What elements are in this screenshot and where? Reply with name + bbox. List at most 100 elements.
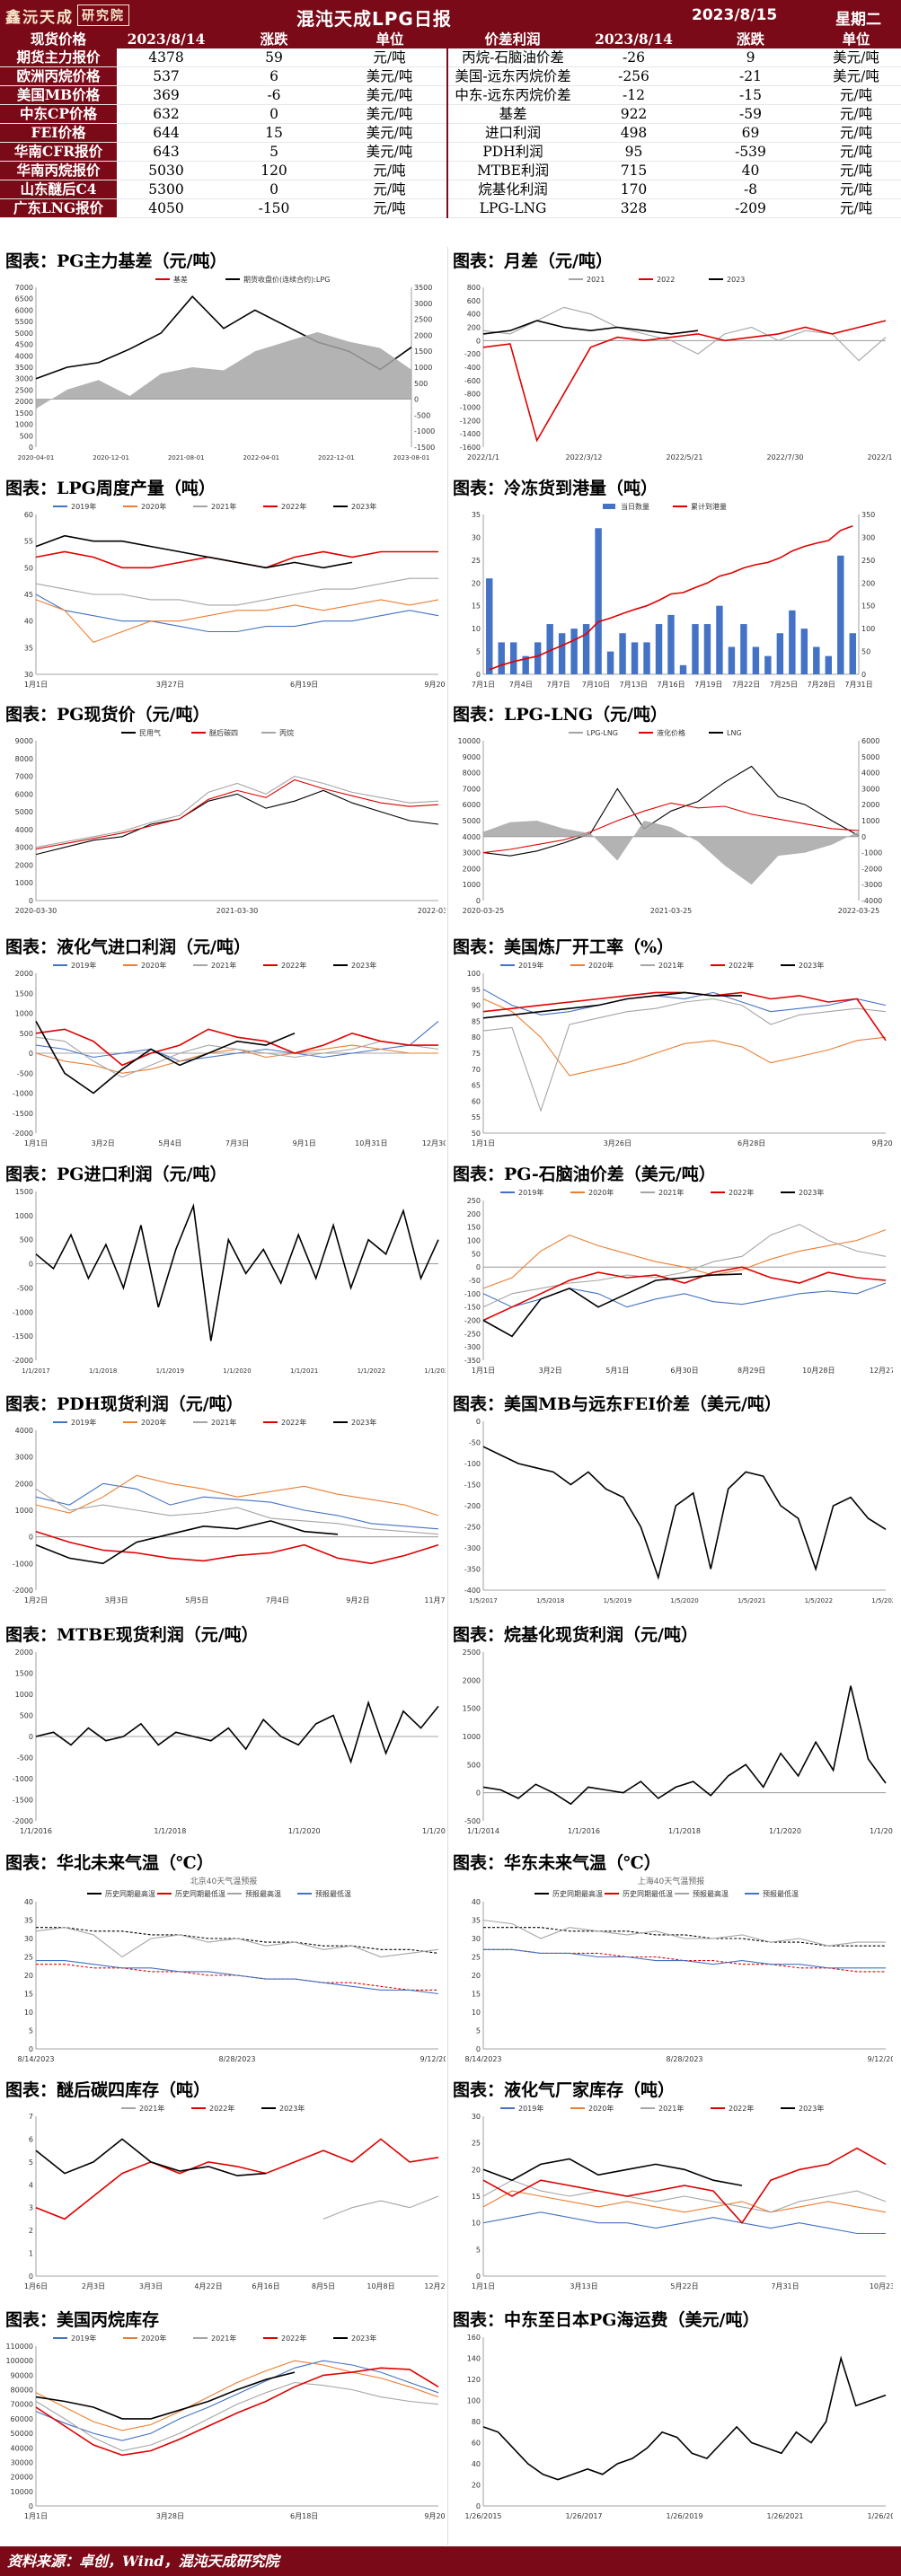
y2-tick-label: 3000	[861, 785, 879, 793]
legend-label: 预报最高温	[693, 1889, 729, 1898]
section-title: 图表：烷基化现货利润（元/吨）	[453, 1625, 698, 1645]
legend-label: 2019年	[71, 502, 96, 511]
line-series	[482, 2179, 887, 2213]
y-tick-label: -250	[464, 1330, 481, 1338]
price-table-label: 丙烷-石脑油价差	[446, 48, 578, 68]
price-table-cell: 元/吨	[332, 161, 447, 181]
y-tick-label: 6	[29, 2135, 33, 2143]
line-series	[482, 1282, 887, 1308]
y-tick-label: 200	[467, 324, 481, 332]
bar	[813, 646, 820, 674]
x-tick-label: 7月31日	[771, 2282, 799, 2290]
chart-svg: 2021 2022 2023 -1600 -1400 -1200 -1000 -800 -600…	[460, 276, 893, 462]
chart-us-refinery: 2019年 2020年 2021年 2022年 2023年 50 55 60 65 70 75 80 8…	[449, 959, 893, 1156]
y-tick-label: 40	[472, 2460, 481, 2468]
y-tick-label: 160	[467, 2334, 481, 2342]
y-tick-label: 5	[29, 2158, 33, 2167]
x-tick-label: 1月1日	[24, 681, 48, 689]
x-tick-label: 2022/1/1	[467, 453, 499, 462]
y-tick-label: 45	[24, 591, 33, 599]
chart-svg: 2019年 2020年 2021年 2022年 2023年 30 35 40 45 50 55 60 1…	[24, 502, 446, 689]
bar	[752, 646, 760, 674]
line-series	[35, 2360, 439, 2441]
chart-svg: -2000 -1500 -1000 -500 0 500 1000 1500 2000 1/1/2…	[13, 1648, 446, 1835]
price-table-cell: 4050	[117, 198, 216, 219]
x-tick-label: 1/5/2021	[738, 1597, 765, 1605]
y-tick-label: 0	[476, 897, 481, 905]
y-tick-label: 1500	[15, 989, 33, 998]
legend-label: 液化价格	[657, 728, 685, 737]
y-tick-label: 100	[467, 2397, 481, 2405]
chart-frozen-arrivals: 当日数量 累计到港量 0 5 10 15 20 25 30 35 0 50 100 150 200 250 30…	[449, 500, 893, 698]
x-tick-label: 6月19日	[290, 681, 318, 689]
bar	[849, 633, 856, 674]
legend-label: 2023年	[799, 961, 824, 970]
x-tick-label: 6月28日	[738, 1139, 765, 1147]
chart-svg: 2019年 2020年 2021年 2022年 2023年 0 5 10 15 20 25 30 1月1…	[472, 2104, 893, 2290]
price-table-cell: -150	[216, 198, 332, 219]
y-tick-label: 2000	[15, 1648, 33, 1657]
line-series	[36, 1964, 438, 1991]
line-series	[482, 1273, 743, 1338]
y-tick-label: 90	[472, 1002, 481, 1010]
price-table-cell: 美元/吨	[811, 66, 901, 87]
col-header: 涨跌	[690, 31, 811, 49]
legend-label: 2021年	[211, 1418, 236, 1427]
y2-tick-label: -1500	[414, 444, 435, 452]
bar	[522, 655, 529, 674]
y-tick-label: 20	[472, 1972, 481, 1980]
y-tick-label: -150	[464, 1481, 481, 1490]
y-tick-label: 250	[467, 1197, 481, 1205]
y-tick-label: 1000	[15, 1507, 33, 1515]
legend-label: LPG-LNG	[587, 729, 618, 737]
line-series	[35, 1020, 439, 1062]
section-title: 图表：冷冻货到港量（吨）	[453, 479, 658, 498]
x-tick-label: 2020-03-25	[463, 907, 505, 915]
line-series	[35, 1530, 439, 1565]
y-tick-label: 70	[472, 1066, 481, 1074]
legend-label: 2021年	[139, 2104, 164, 2113]
y-tick-label: 2500	[463, 1648, 481, 1657]
x-tick-label: 12月27日	[870, 1367, 893, 1375]
y-tick-label: -100	[464, 1460, 481, 1468]
bar	[679, 664, 687, 674]
y-tick-label: 5000	[15, 330, 33, 338]
bar	[534, 642, 542, 674]
x-tick-label: 9月20日	[424, 2512, 446, 2520]
y-tick-label: 5000	[463, 817, 481, 825]
y-tick-label: 2000	[15, 1480, 33, 1488]
price-table-label: 广东LNG报价	[0, 198, 117, 219]
y-tick-label: 0	[476, 671, 481, 679]
chart-svg: 当日数量 累计到港量0510152025303505010015020025030…	[472, 502, 875, 689]
legend-label: 2019年	[71, 2334, 96, 2343]
y-tick-label: -150	[464, 1304, 481, 1312]
legend-label: 2022	[657, 276, 675, 284]
x-tick-label: 3月28日	[156, 2512, 184, 2520]
legend-label: 2022年	[209, 2104, 234, 2113]
price-table-row: 欧洲丙烷价格 537 6 美元/吨 美国-远东丙烷价差 -256 -21 美元/吨	[0, 66, 901, 87]
line-series	[482, 1919, 886, 1947]
price-table-cell: 95	[578, 142, 690, 163]
line-series	[482, 998, 887, 1112]
x-tick-label: 1/26/2017	[565, 2512, 602, 2520]
price-table-cell: -12	[578, 85, 690, 106]
legend-label: 2019年	[71, 1418, 96, 1427]
y2-tick-label: 0	[861, 833, 866, 841]
x-tick-label: 10月8日	[367, 2282, 394, 2290]
x-tick-label: 11月7日	[424, 1596, 446, 1605]
chart-svg: 2019年 2020年 2021年 2022年 2023年 -2000 -1000 0 1000…	[13, 1418, 446, 1605]
y-tick-label: 5	[476, 2246, 481, 2254]
x-tick-label: 2022/7/30	[766, 453, 803, 462]
bar	[546, 624, 553, 674]
x-tick-label: 3月2日	[539, 1367, 562, 1375]
price-table-cell: -6	[216, 85, 332, 106]
y-tick-label: 200	[467, 1210, 481, 1218]
y2-tick-label: 300	[861, 533, 875, 541]
y-tick-label: 7	[29, 2113, 33, 2121]
price-table-cell: 元/吨	[811, 123, 901, 144]
line-series	[35, 2381, 439, 2452]
price-table-label: LPG-LNG	[446, 198, 578, 219]
y-tick-label: 35	[24, 644, 33, 652]
brand-logo: 鑫沅天成 研究院	[0, 0, 180, 31]
y2-tick-label: -1000	[861, 849, 882, 857]
